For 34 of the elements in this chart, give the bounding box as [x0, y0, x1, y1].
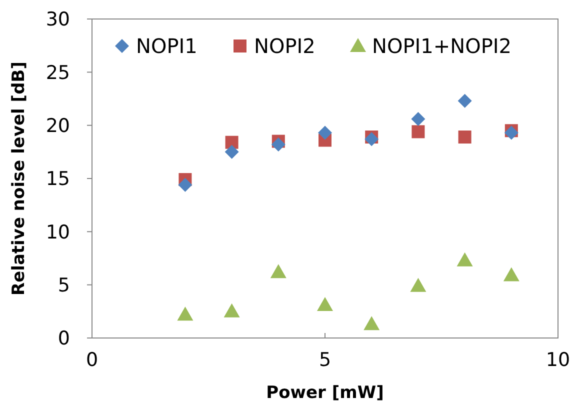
point [504, 126, 518, 140]
legend-label: NOPI1+NOPI2 [372, 34, 512, 58]
y-tick-label: 25 [46, 62, 70, 84]
point [177, 306, 194, 321]
point [364, 132, 379, 146]
point [224, 144, 239, 159]
legend-label: NOPI1 [136, 34, 198, 58]
point [318, 126, 332, 140]
point [225, 136, 238, 149]
point [411, 112, 426, 126]
legend-label: NOPI2 [254, 34, 316, 58]
point [271, 137, 286, 152]
point [178, 178, 192, 192]
y-tick-label: 0 [58, 328, 70, 350]
y-tick-label: 5 [58, 274, 70, 296]
point [503, 267, 520, 282]
point [458, 94, 472, 108]
y-axis-title: Relative noise level [dB] [9, 62, 29, 296]
point [270, 264, 286, 278]
point [224, 303, 240, 318]
point [364, 316, 380, 330]
point [317, 297, 333, 312]
y-tick-label: 20 [46, 114, 70, 137]
x-tick-label: 5 [318, 349, 332, 371]
y-tick-label: 30 [46, 8, 70, 31]
x-tick-label: 10 [546, 349, 570, 371]
y-tick-label: 15 [46, 168, 70, 190]
point [412, 125, 425, 138]
x-axis-title: Power [mW] [266, 383, 384, 403]
point [456, 252, 473, 266]
x-tick-label: 0 [86, 349, 98, 371]
point [410, 278, 426, 292]
point [458, 130, 472, 144]
y-tick-label: 10 [46, 221, 70, 244]
